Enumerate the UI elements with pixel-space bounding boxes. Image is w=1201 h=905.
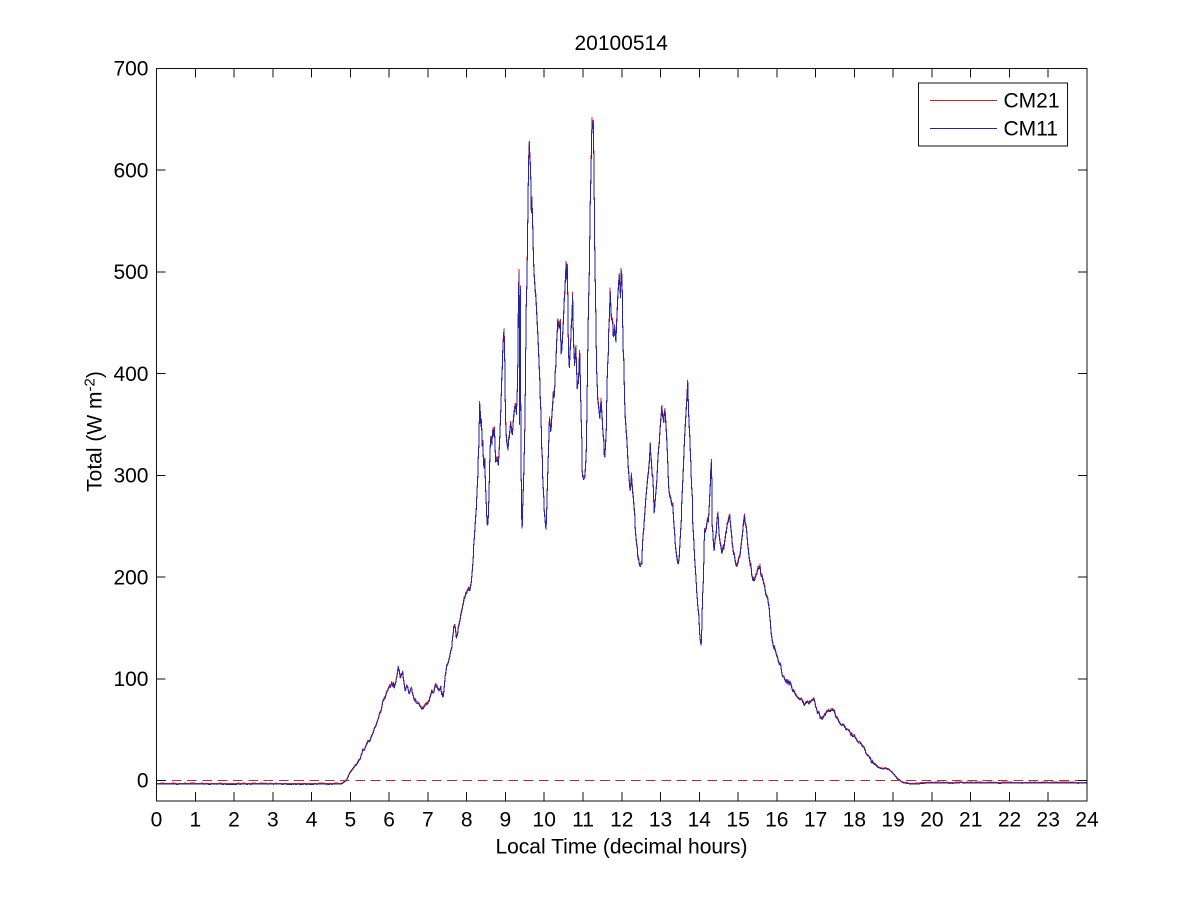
svg-text:CM11: CM11 <box>1004 118 1058 141</box>
svg-text:19: 19 <box>881 809 904 832</box>
svg-text:200: 200 <box>113 566 148 589</box>
svg-text:10: 10 <box>533 809 556 832</box>
svg-text:8: 8 <box>461 809 473 832</box>
svg-text:24: 24 <box>1075 809 1099 832</box>
svg-text:21: 21 <box>959 809 982 832</box>
svg-text:16: 16 <box>765 809 788 832</box>
svg-text:12: 12 <box>610 809 633 832</box>
svg-text:14: 14 <box>688 809 712 832</box>
svg-text:0: 0 <box>151 809 163 832</box>
svg-text:500: 500 <box>113 261 148 284</box>
svg-text:15: 15 <box>726 809 749 832</box>
svg-text:CM21: CM21 <box>1004 90 1060 113</box>
svg-text:3: 3 <box>267 809 279 832</box>
svg-text:1: 1 <box>189 809 201 832</box>
svg-text:700: 700 <box>113 58 148 81</box>
svg-text:6: 6 <box>383 809 395 832</box>
svg-text:11: 11 <box>572 809 594 832</box>
svg-text:20: 20 <box>920 809 943 832</box>
svg-text:23: 23 <box>1037 809 1060 832</box>
svg-text:7: 7 <box>422 809 434 832</box>
svg-text:20100514: 20100514 <box>574 32 668 55</box>
svg-text:13: 13 <box>649 809 672 832</box>
svg-text:5: 5 <box>345 809 357 832</box>
svg-text:4: 4 <box>306 809 318 832</box>
svg-text:22: 22 <box>998 809 1021 832</box>
svg-text:2: 2 <box>228 809 240 832</box>
svg-text:9: 9 <box>500 809 512 832</box>
svg-text:600: 600 <box>113 159 148 182</box>
svg-text:400: 400 <box>113 363 148 386</box>
svg-text:100: 100 <box>113 668 148 691</box>
svg-text:0: 0 <box>137 770 149 793</box>
svg-text:300: 300 <box>113 465 148 488</box>
svg-text:18: 18 <box>843 809 866 832</box>
svg-text:17: 17 <box>804 809 827 832</box>
svg-text:Local Time (decimal hours): Local Time (decimal hours) <box>495 836 747 859</box>
